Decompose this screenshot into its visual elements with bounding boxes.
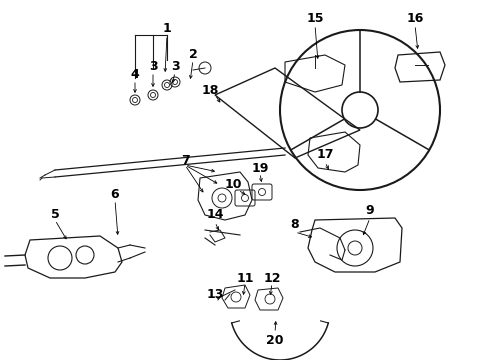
Text: 2: 2: [189, 49, 197, 62]
Text: 16: 16: [406, 12, 424, 24]
Text: 7: 7: [181, 153, 189, 166]
Text: 13: 13: [206, 288, 224, 302]
Text: 20: 20: [266, 333, 284, 346]
Text: 1: 1: [163, 22, 172, 35]
Text: 17: 17: [316, 148, 334, 162]
Text: 3: 3: [171, 60, 179, 73]
Text: 18: 18: [201, 84, 219, 96]
Text: 4: 4: [131, 68, 139, 81]
Text: 15: 15: [306, 12, 324, 24]
Text: 11: 11: [236, 271, 254, 284]
Text: 14: 14: [206, 208, 224, 221]
Text: 19: 19: [251, 162, 269, 175]
Text: 3: 3: [148, 60, 157, 73]
Text: 5: 5: [50, 208, 59, 221]
Text: 9: 9: [366, 203, 374, 216]
Text: 10: 10: [224, 179, 242, 192]
Text: 6: 6: [111, 189, 119, 202]
Text: 12: 12: [263, 271, 281, 284]
Text: 8: 8: [291, 219, 299, 231]
